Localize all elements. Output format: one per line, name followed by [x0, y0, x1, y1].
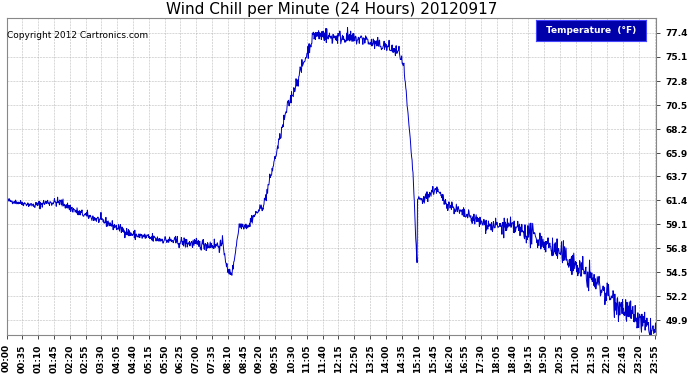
- Title: Wind Chill per Minute (24 Hours) 20120917: Wind Chill per Minute (24 Hours) 2012091…: [166, 2, 497, 17]
- Text: Temperature  (°F): Temperature (°F): [546, 26, 636, 35]
- Text: Copyright 2012 Cartronics.com: Copyright 2012 Cartronics.com: [7, 30, 148, 39]
